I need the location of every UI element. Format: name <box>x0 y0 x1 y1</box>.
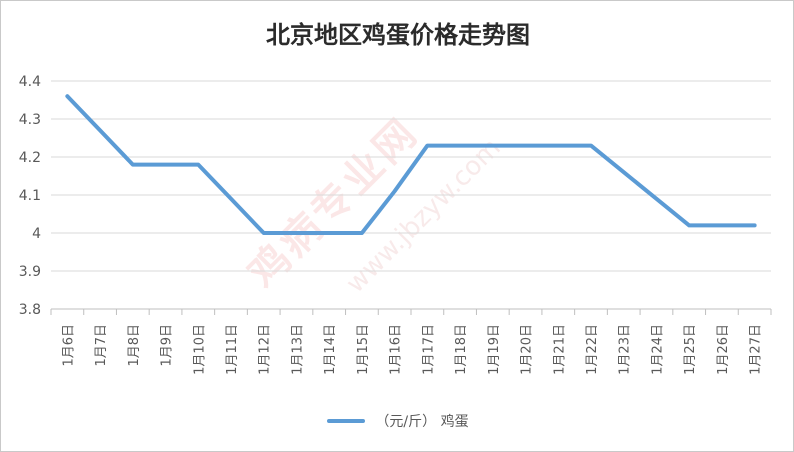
x-tick-label: 1月23日 <box>618 324 633 375</box>
x-tick-label: 1月17日 <box>421 324 436 375</box>
grid-lines <box>51 80 771 310</box>
x-tick-label: 1月26日 <box>716 324 731 375</box>
data-point <box>327 231 331 235</box>
x-tick-label: 1月10日 <box>192 324 207 375</box>
x-tick-label: 1月19日 <box>487 324 502 375</box>
data-point <box>393 189 397 193</box>
x-tick-label: 1月20日 <box>520 324 535 375</box>
x-tick-label: 1月16日 <box>389 324 404 375</box>
x-tick-label: 1月13日 <box>290 324 305 375</box>
data-point <box>622 170 626 174</box>
data-point <box>98 128 102 132</box>
data-point <box>753 223 757 227</box>
data-point <box>524 144 528 148</box>
data-point <box>196 163 200 167</box>
series-line <box>65 94 757 235</box>
data-point <box>720 223 724 227</box>
data-point <box>425 144 429 148</box>
y-tick-label: 4.1 <box>19 188 41 204</box>
data-point <box>589 144 593 148</box>
data-point <box>556 144 560 148</box>
x-tick-label: 1月11日 <box>225 324 240 375</box>
x-tick-label: 1月25日 <box>683 324 698 375</box>
x-tick-label: 1月6日 <box>61 324 76 367</box>
axes <box>50 308 772 315</box>
x-tick-label: 1月9日 <box>160 324 175 367</box>
data-point <box>360 231 364 235</box>
series-layer <box>65 94 757 235</box>
x-tick-label: 1月12日 <box>258 324 273 375</box>
data-point <box>687 223 691 227</box>
legend-label: （元/斤） 鸡蛋 <box>375 414 469 430</box>
y-tick-label: 4.2 <box>19 150 41 166</box>
x-tick-label: 1月21日 <box>552 324 567 375</box>
data-point <box>229 197 233 201</box>
data-point <box>654 197 658 201</box>
x-tick-label: 1月14日 <box>323 324 338 375</box>
data-point <box>458 144 462 148</box>
y-tick-label: 4.4 <box>19 74 41 90</box>
x-tick-label: 1月24日 <box>650 324 665 375</box>
legend: （元/斤） 鸡蛋 <box>1 411 793 431</box>
x-tick-label: 1月7日 <box>94 324 109 367</box>
y-tick-labels: 3.8 3.9 4 4.1 4.2 4.3 4.4 <box>19 74 41 318</box>
data-point <box>294 231 298 235</box>
data-point <box>164 163 168 167</box>
x-tick-label: 1月18日 <box>454 324 469 375</box>
y-tick-label: 3.8 <box>19 302 41 318</box>
chart-title: 北京地区鸡蛋价格走势图 <box>266 20 530 49</box>
data-point <box>131 163 135 167</box>
legend-swatch <box>327 419 366 423</box>
x-tick-label: 1月27日 <box>749 324 764 375</box>
x-tick-label: 1月8日 <box>127 324 142 367</box>
data-point <box>65 94 69 98</box>
y-tick-label: 4.3 <box>19 112 41 128</box>
data-point <box>262 231 266 235</box>
x-tick-label: 1月22日 <box>585 324 600 375</box>
y-tick-label: 4 <box>32 226 41 242</box>
x-tick-label: 1月15日 <box>356 324 371 375</box>
y-tick-label: 3.9 <box>19 264 41 280</box>
x-tick-labels: 1月6日 1月7日 1月8日 1月9日 1月10日 1月11日 1月12日 1月13日 1月14… <box>61 324 763 375</box>
data-point <box>491 144 495 148</box>
